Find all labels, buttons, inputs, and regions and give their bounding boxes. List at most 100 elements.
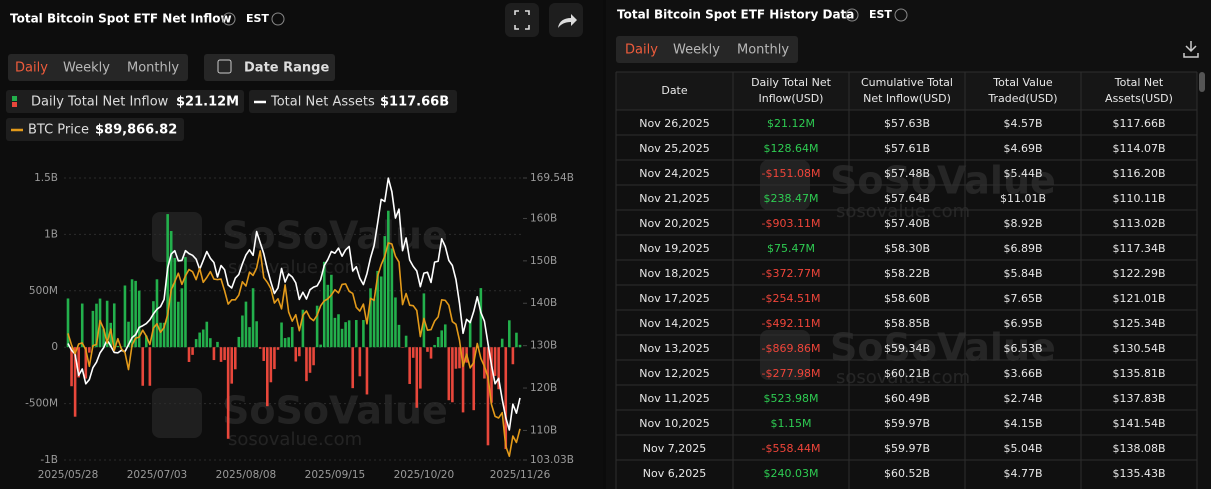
table-cell: $117.34B bbox=[1112, 242, 1165, 255]
tab-monthly[interactable]: Monthly bbox=[737, 43, 789, 58]
y-tick-label: 500M bbox=[29, 285, 58, 297]
x-tick-label: 2025/11/26 bbox=[490, 469, 551, 481]
table-cell: Nov 26,2025 bbox=[639, 117, 709, 130]
table-cell: -$869.86M bbox=[762, 342, 821, 355]
watermark-url: sosovalue.com bbox=[836, 201, 970, 222]
tab-weekly[interactable]: Weekly bbox=[63, 61, 110, 76]
bar bbox=[347, 320, 351, 348]
bar bbox=[77, 347, 80, 378]
bar bbox=[401, 347, 404, 348]
bar bbox=[216, 341, 219, 348]
legend-value: $89,866.82 bbox=[95, 123, 177, 138]
bar bbox=[490, 347, 493, 403]
bar bbox=[219, 347, 223, 362]
table-cell: $75.47M bbox=[767, 242, 815, 255]
bar bbox=[134, 280, 137, 348]
table-cell: $58.22B bbox=[884, 267, 930, 280]
table-cell: $138.08B bbox=[1112, 442, 1165, 455]
left-panel bbox=[0, 0, 603, 489]
info-icon[interactable] bbox=[222, 12, 236, 26]
bar bbox=[230, 347, 234, 384]
x-tick-label: 2025/08/08 bbox=[216, 469, 277, 481]
calendar-icon bbox=[217, 59, 232, 74]
bar bbox=[298, 347, 301, 357]
x-tick-label: 2025/10/20 bbox=[394, 469, 455, 481]
scrollbar[interactable] bbox=[1199, 72, 1205, 92]
bar bbox=[194, 339, 198, 348]
table-cell: $60.52B bbox=[884, 467, 930, 480]
bar bbox=[248, 327, 251, 348]
bar bbox=[255, 321, 258, 348]
bar bbox=[408, 347, 411, 384]
y-tick-label: -1B bbox=[40, 454, 58, 466]
tab-monthly[interactable]: Monthly bbox=[127, 61, 179, 76]
bar bbox=[283, 338, 287, 348]
bar bbox=[515, 332, 518, 348]
table-header-label: Assets(USD) bbox=[1105, 92, 1173, 105]
line bbox=[67, 177, 521, 431]
tab-daily[interactable]: Daily bbox=[15, 61, 48, 76]
table-header-label: Inflow(USD) bbox=[759, 92, 824, 105]
bar bbox=[500, 338, 504, 348]
bar bbox=[365, 347, 369, 395]
table-cell: Nov 6,2025 bbox=[643, 467, 706, 480]
tab-group bbox=[616, 36, 798, 63]
tab-group bbox=[8, 54, 188, 81]
table-cell: $116.20B bbox=[1112, 167, 1165, 180]
table-cell: $121.01B bbox=[1112, 292, 1165, 305]
bar bbox=[209, 338, 212, 348]
table-cell: $4.57B bbox=[1003, 117, 1042, 130]
download-button[interactable] bbox=[1183, 41, 1199, 58]
legend-label: Total Net Assets bbox=[270, 95, 375, 110]
date-range-button[interactable] bbox=[204, 54, 335, 81]
bar bbox=[95, 303, 98, 348]
info-icon[interactable] bbox=[845, 8, 859, 22]
bar bbox=[287, 337, 290, 348]
table-cell: Nov 24,2025 bbox=[639, 167, 709, 180]
bar bbox=[155, 279, 159, 348]
fullscreen-button[interactable] bbox=[505, 3, 539, 37]
table-cell: $4.15B bbox=[1003, 417, 1042, 430]
table-cell: Nov 25,2025 bbox=[639, 142, 709, 155]
bar bbox=[177, 301, 180, 348]
table-cell: $113.02B bbox=[1112, 217, 1165, 230]
watermark: SoSoValue sosovalue.com SoSoValue sosova… bbox=[152, 159, 1056, 450]
table-cell: Nov 12,2025 bbox=[639, 367, 709, 380]
y2-tick-label: 169.54B bbox=[530, 172, 574, 184]
bar bbox=[276, 347, 280, 350]
bar bbox=[137, 290, 141, 348]
info-icon[interactable] bbox=[271, 12, 285, 26]
info-icon[interactable] bbox=[894, 8, 908, 22]
y2-tick-label: 160B bbox=[530, 212, 557, 224]
bar bbox=[376, 270, 379, 348]
tab-daily[interactable]: Daily bbox=[625, 43, 658, 58]
table-cell: Nov 18,2025 bbox=[639, 267, 709, 280]
bar bbox=[187, 347, 191, 362]
bar bbox=[308, 347, 312, 373]
bar bbox=[191, 347, 194, 355]
tab-weekly[interactable]: Weekly bbox=[673, 43, 720, 58]
bar bbox=[70, 347, 73, 387]
table-cell: -$277.98M bbox=[762, 367, 821, 380]
timezone: EST bbox=[246, 12, 269, 25]
table-cell: Nov 21,2025 bbox=[639, 192, 709, 205]
table-cell: $122.29B bbox=[1112, 267, 1165, 280]
y-tick-label: -500M bbox=[25, 398, 58, 410]
bar bbox=[436, 337, 440, 348]
bar bbox=[130, 279, 134, 348]
table-cell: -$492.11M bbox=[762, 317, 821, 330]
bar bbox=[241, 315, 244, 348]
table-header-label: Date bbox=[661, 84, 688, 97]
table-header-label: Net Inflow(USD) bbox=[863, 92, 951, 105]
table-cell: -$903.11M bbox=[762, 217, 821, 230]
table-cell: $3.66B bbox=[1003, 367, 1042, 380]
watermark-logo bbox=[760, 330, 810, 380]
table-cell: $117.66B bbox=[1112, 117, 1165, 130]
table-header-label: Traded(USD) bbox=[987, 92, 1057, 105]
table-cell: $130.54B bbox=[1112, 342, 1165, 355]
bar bbox=[294, 347, 298, 362]
table-header-label: Total Value bbox=[992, 76, 1053, 89]
bar bbox=[419, 347, 422, 389]
table-cell: $2.74B bbox=[1003, 392, 1042, 405]
